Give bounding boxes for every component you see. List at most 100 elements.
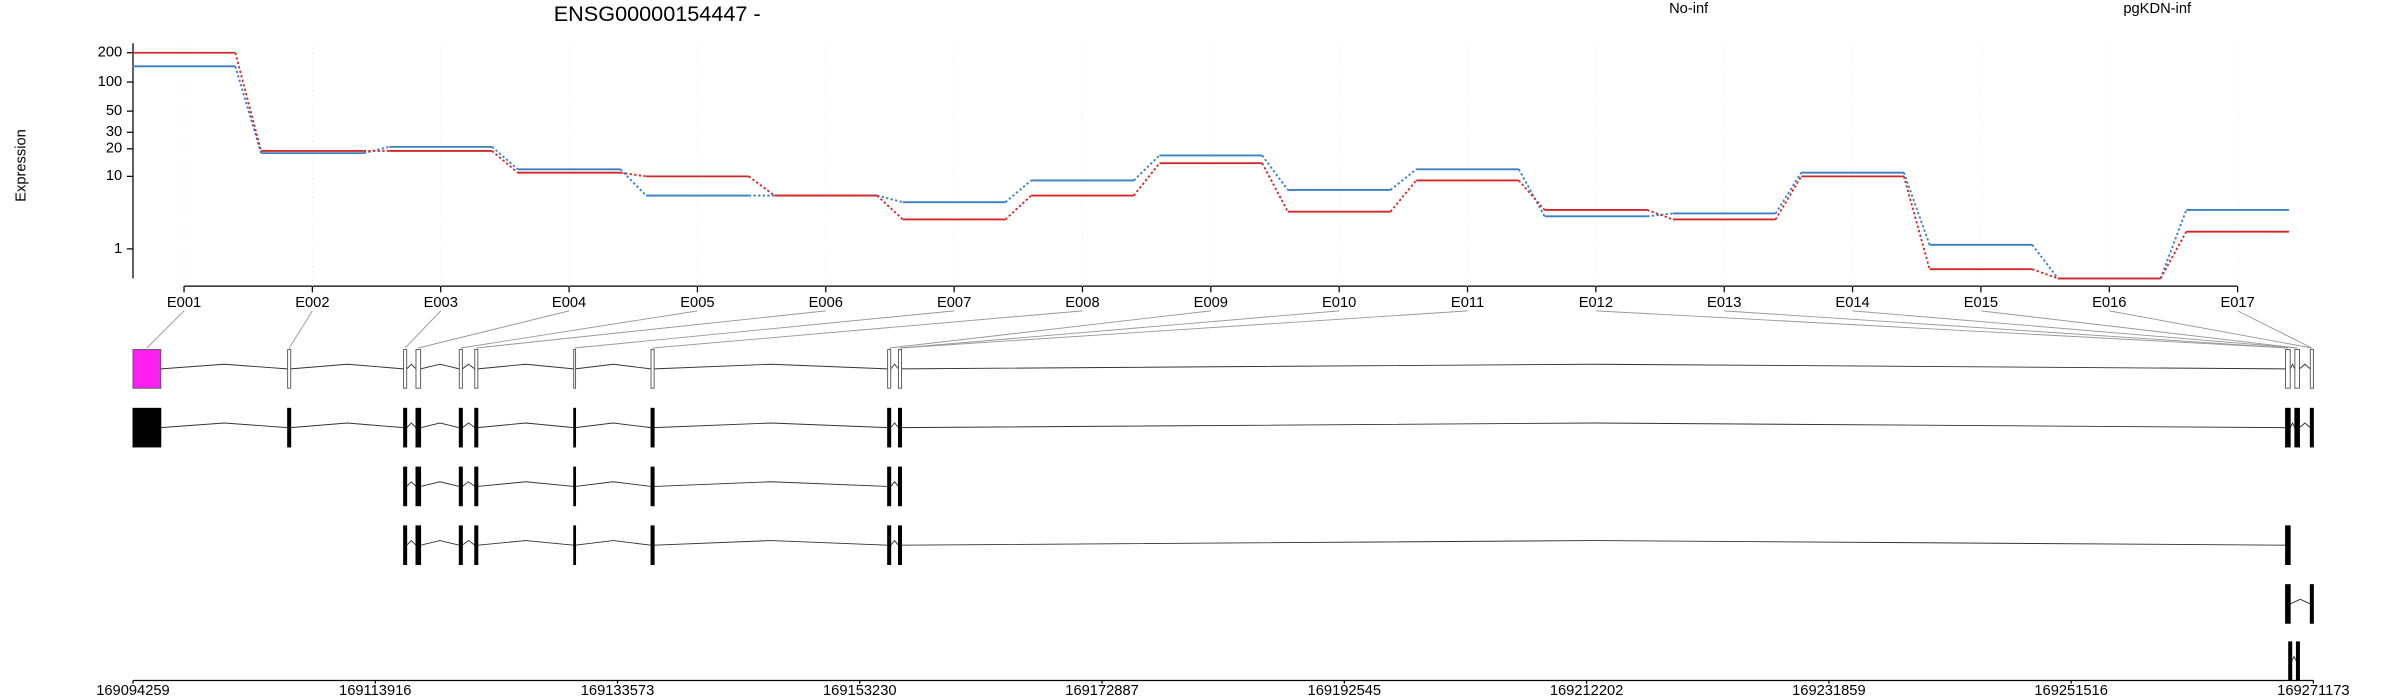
exon-link xyxy=(889,310,1211,349)
exon xyxy=(897,466,903,507)
series-connector xyxy=(1133,154,1161,182)
genome-tick-label: 169153230 xyxy=(823,683,897,699)
intron xyxy=(290,363,404,370)
exon-link xyxy=(652,310,1083,349)
exon xyxy=(2294,349,2300,389)
exon xyxy=(897,407,903,448)
exon xyxy=(573,407,577,448)
exon xyxy=(2285,407,2291,448)
intron xyxy=(477,422,574,429)
exon xyxy=(474,349,479,389)
series-connector xyxy=(1004,194,1032,221)
intron xyxy=(575,540,652,546)
genome-tick-label: 169251516 xyxy=(2034,683,2108,699)
x-tick-label: E002 xyxy=(295,295,329,311)
exon xyxy=(2288,641,2293,681)
intron xyxy=(2290,598,2311,605)
y-tick-label: 20 xyxy=(106,141,122,157)
intron xyxy=(575,363,652,370)
intron xyxy=(406,481,417,487)
intron xyxy=(2291,655,2297,662)
exon-link xyxy=(1595,310,2288,349)
intron xyxy=(462,422,476,429)
exon xyxy=(2309,407,2314,448)
intron xyxy=(890,481,899,487)
exon xyxy=(403,407,408,448)
intron xyxy=(290,422,404,429)
series-connector xyxy=(1261,162,1289,213)
exon xyxy=(458,349,463,389)
intron xyxy=(420,481,460,487)
exon xyxy=(132,407,162,448)
y-tick-label: 50 xyxy=(106,103,122,119)
series-connector xyxy=(234,52,262,152)
series-connector xyxy=(2031,244,2059,279)
intron xyxy=(420,540,460,546)
exon-link xyxy=(146,310,185,349)
series-connector xyxy=(1903,172,1931,246)
intron xyxy=(420,363,460,370)
exon-link xyxy=(404,310,442,349)
exon xyxy=(415,349,422,389)
exon xyxy=(650,349,655,389)
intron xyxy=(890,539,899,546)
exon xyxy=(887,407,892,448)
exon xyxy=(403,466,408,507)
intron xyxy=(477,481,574,487)
exon xyxy=(2309,349,2314,389)
series-connector xyxy=(2031,268,2059,280)
genome-tick-label: 169172887 xyxy=(1065,683,1139,699)
exon xyxy=(287,349,292,389)
series-connector xyxy=(619,168,647,197)
intron xyxy=(901,422,2286,429)
exon xyxy=(650,466,655,507)
intron xyxy=(462,539,476,546)
intron xyxy=(406,539,417,546)
exon-link xyxy=(899,310,1340,349)
exon-link xyxy=(2237,310,2313,349)
series-connector xyxy=(491,146,519,170)
genome-tick-label: 169212202 xyxy=(1550,683,1624,699)
y-tick-label: 30 xyxy=(106,124,122,140)
x-tick-label: E012 xyxy=(1579,295,1613,311)
exon-link xyxy=(418,310,570,349)
exon-link xyxy=(574,310,955,349)
x-tick-label: E010 xyxy=(1322,295,1356,311)
x-tick-label: E001 xyxy=(167,295,201,311)
intron xyxy=(2289,421,2296,428)
exon xyxy=(2285,525,2291,565)
exon xyxy=(573,466,577,507)
intron xyxy=(477,363,574,370)
exon-link xyxy=(1852,310,2298,349)
series-connector xyxy=(1004,179,1032,203)
exon xyxy=(650,407,655,448)
intron xyxy=(654,363,888,370)
intron xyxy=(2299,422,2311,428)
exon xyxy=(2295,641,2300,681)
x-tick-label: E011 xyxy=(1451,295,1484,311)
exon-link xyxy=(460,310,698,349)
intron xyxy=(575,422,652,429)
exon xyxy=(458,407,463,448)
series-connector xyxy=(1903,176,1931,270)
genome-tick-label: 169192545 xyxy=(1308,683,1382,699)
x-tick-label: E003 xyxy=(424,295,458,311)
series-connector xyxy=(363,145,390,155)
exon xyxy=(415,466,422,507)
intron xyxy=(575,481,652,487)
exon xyxy=(897,525,903,565)
series-connector xyxy=(748,175,775,197)
x-tick-label: E008 xyxy=(1065,295,1099,311)
y-tick-label: 1 xyxy=(114,241,122,257)
intron xyxy=(462,363,476,370)
x-tick-label: E017 xyxy=(2220,295,2254,311)
intron xyxy=(901,363,2286,370)
intron xyxy=(901,540,2286,546)
series-connector xyxy=(1774,172,1803,214)
exon-link xyxy=(2109,310,2312,349)
intron xyxy=(654,540,888,546)
x-tick-label: E007 xyxy=(937,295,971,311)
exon xyxy=(2285,584,2291,624)
